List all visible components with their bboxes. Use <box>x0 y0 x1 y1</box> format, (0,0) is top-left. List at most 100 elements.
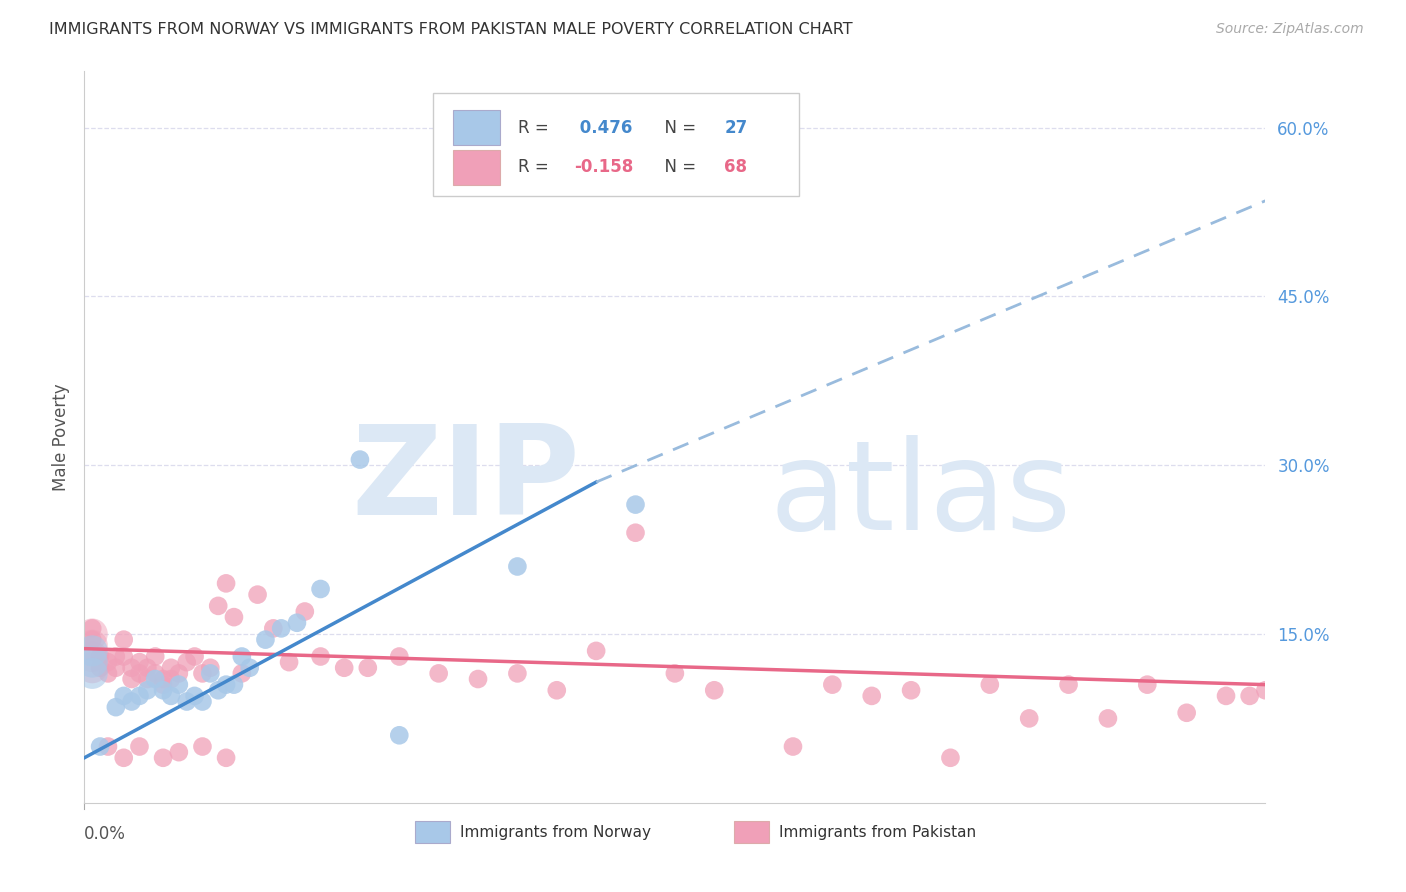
Point <box>1239 689 1261 703</box>
Point <box>82 649 104 664</box>
Point <box>143 666 166 681</box>
Point <box>112 689 135 703</box>
Point <box>143 672 166 686</box>
Point <box>160 672 183 686</box>
Point <box>349 452 371 467</box>
Point <box>112 649 135 664</box>
Point <box>82 638 104 652</box>
Point <box>262 621 284 635</box>
Point <box>215 678 238 692</box>
Point <box>782 739 804 754</box>
Point <box>128 666 150 681</box>
FancyBboxPatch shape <box>433 94 799 195</box>
Point <box>152 678 174 692</box>
Text: ZIP: ZIP <box>352 420 581 541</box>
Point <box>285 615 308 630</box>
Text: -0.158: -0.158 <box>575 158 634 177</box>
Point <box>270 621 292 635</box>
Point <box>167 678 190 692</box>
Text: 27: 27 <box>724 119 748 136</box>
Point <box>82 621 104 635</box>
Point <box>104 661 127 675</box>
Point <box>82 661 104 675</box>
Point <box>191 739 214 754</box>
Text: N =: N = <box>654 158 702 177</box>
Point <box>152 672 174 686</box>
Text: 0.476: 0.476 <box>575 119 633 136</box>
Point <box>624 498 647 512</box>
Point <box>183 689 205 703</box>
Point <box>200 661 222 675</box>
Point <box>89 739 111 754</box>
Point <box>215 751 238 765</box>
Text: Source: ZipAtlas.com: Source: ZipAtlas.com <box>1216 22 1364 37</box>
Point <box>207 599 229 613</box>
Point <box>294 605 316 619</box>
Point <box>467 672 489 686</box>
Point <box>121 672 143 686</box>
Bar <box>734 821 769 843</box>
Point <box>1018 711 1040 725</box>
Point <box>152 683 174 698</box>
Point <box>309 649 332 664</box>
Point <box>97 739 120 754</box>
Point <box>167 745 190 759</box>
Point <box>97 655 120 669</box>
Point <box>1215 689 1237 703</box>
Point <box>309 582 332 596</box>
Point <box>664 666 686 681</box>
Bar <box>453 150 501 185</box>
Point <box>82 655 104 669</box>
Point <box>979 678 1001 692</box>
Point <box>128 689 150 703</box>
Point <box>254 632 277 647</box>
Point <box>222 678 245 692</box>
Point <box>160 689 183 703</box>
Point <box>136 661 159 675</box>
Point <box>89 661 111 675</box>
Point <box>357 661 380 675</box>
Point <box>152 751 174 765</box>
Point <box>388 649 411 664</box>
Point <box>1254 683 1277 698</box>
Point <box>176 694 198 708</box>
Point <box>128 739 150 754</box>
Point <box>860 689 883 703</box>
Point <box>104 700 127 714</box>
Text: 68: 68 <box>724 158 748 177</box>
Point <box>239 661 262 675</box>
Point <box>900 683 922 698</box>
Point <box>207 683 229 698</box>
Point <box>388 728 411 742</box>
Point <box>821 678 844 692</box>
Point <box>200 666 222 681</box>
Point <box>939 751 962 765</box>
Point <box>128 655 150 669</box>
Bar <box>415 821 450 843</box>
Point <box>97 666 120 681</box>
Text: R =: R = <box>517 119 554 136</box>
Point <box>136 672 159 686</box>
Point <box>333 661 356 675</box>
Point <box>82 644 104 658</box>
Point <box>136 683 159 698</box>
Point <box>624 525 647 540</box>
Point <box>1097 711 1119 725</box>
Point <box>191 666 214 681</box>
Point <box>506 559 529 574</box>
Point <box>546 683 568 698</box>
Point <box>215 576 238 591</box>
Point <box>703 683 725 698</box>
Text: Immigrants from Pakistan: Immigrants from Pakistan <box>779 824 976 839</box>
Point <box>585 644 607 658</box>
Point <box>427 666 450 681</box>
Point <box>121 694 143 708</box>
Text: Immigrants from Norway: Immigrants from Norway <box>460 824 651 839</box>
Point <box>1175 706 1198 720</box>
Bar <box>453 110 501 145</box>
Point <box>506 666 529 681</box>
Text: N =: N = <box>654 119 702 136</box>
Text: 0.0%: 0.0% <box>84 825 127 843</box>
Point <box>104 649 127 664</box>
Text: atlas: atlas <box>769 435 1071 556</box>
